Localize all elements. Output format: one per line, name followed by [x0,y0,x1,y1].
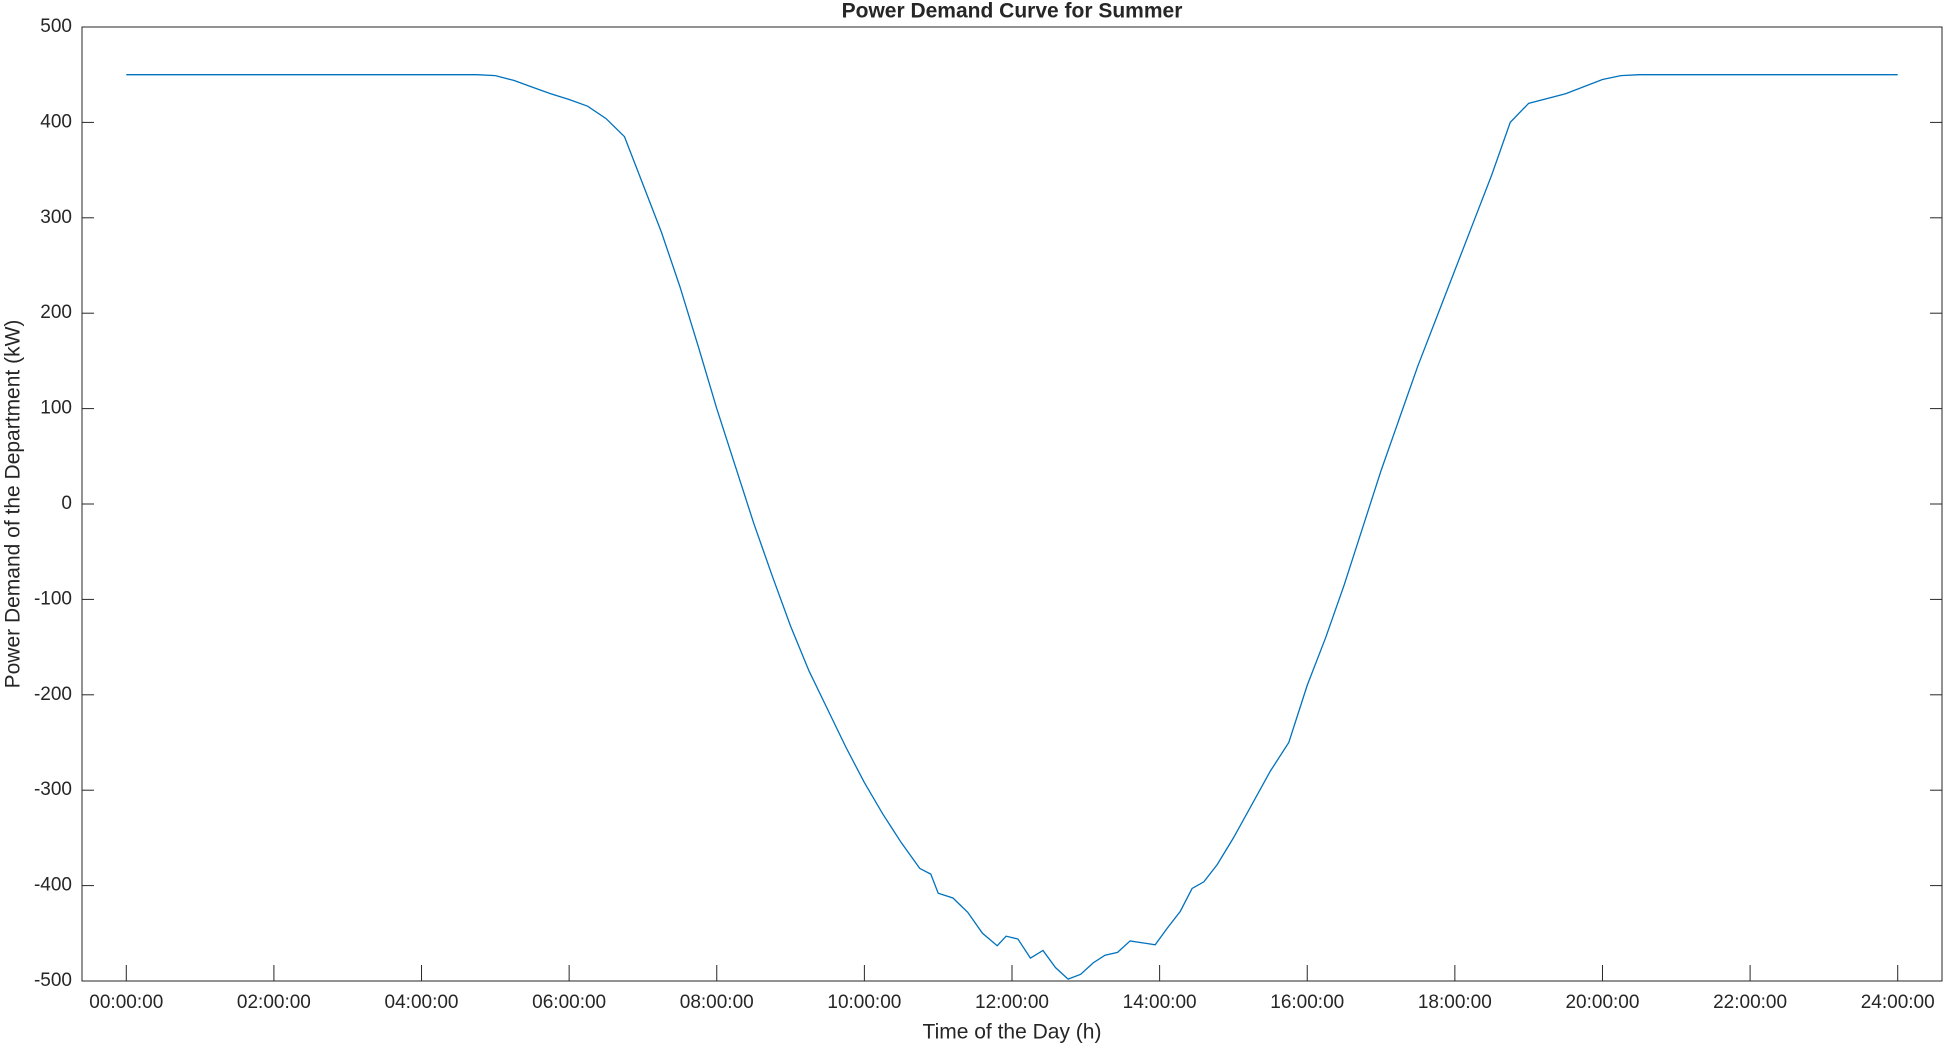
x-tick-label: 18:00:00 [1418,992,1492,1013]
x-tick-label: 04:00:00 [385,992,459,1013]
x-tick-label: 14:00:00 [1123,992,1197,1013]
x-tick-label: 08:00:00 [680,992,754,1013]
y-tick-label: 500 [40,16,72,37]
y-tick-label: -100 [34,588,72,609]
plot-frame [81,26,1943,982]
y-tick-label: -300 [34,779,72,800]
x-tick-label: 22:00:00 [1713,992,1787,1013]
x-tick-label: 20:00:00 [1565,992,1639,1013]
x-tick-label: 00:00:00 [89,992,163,1013]
line [126,74,1898,980]
chart-title: Power Demand Curve for Summer [842,0,1183,23]
y-tick-label: 400 [40,111,72,132]
y-tick-label: 0 [61,493,72,514]
y-tick-label: -200 [34,684,72,705]
y-tick-label: -500 [34,970,72,991]
y-tick-label: 300 [40,207,72,228]
x-tick-label: 24:00:00 [1861,992,1935,1013]
x-tick-label: 12:00:00 [975,992,1049,1013]
y-tick-label: 200 [40,302,72,323]
x-axis-label: Time of the Day (h) [923,1021,1102,1044]
x-tick-label: 10:00:00 [827,992,901,1013]
y-tick-label: -400 [34,875,72,896]
y-axis-label: Power Demand of the Department (kW) [2,320,25,689]
x-tick-label: 02:00:00 [237,992,311,1013]
x-tick-label: 06:00:00 [532,992,606,1013]
x-tick-label: 16:00:00 [1270,992,1344,1013]
y-tick-label: 100 [40,398,72,419]
